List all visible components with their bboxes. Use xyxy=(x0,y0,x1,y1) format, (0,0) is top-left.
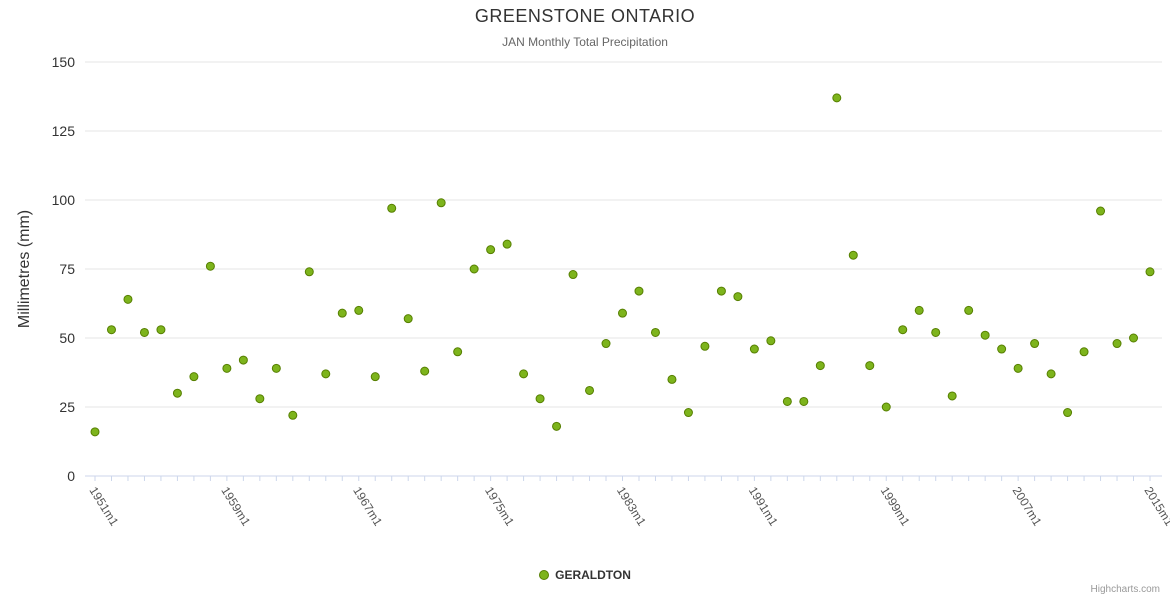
data-point[interactable] xyxy=(1145,267,1155,277)
data-point[interactable] xyxy=(585,385,595,395)
data-point[interactable] xyxy=(964,305,974,315)
data-point[interactable] xyxy=(1013,363,1023,373)
data-point[interactable] xyxy=(486,245,496,255)
data-point[interactable] xyxy=(997,344,1007,354)
data-point[interactable] xyxy=(189,372,199,382)
data-point[interactable] xyxy=(354,305,364,315)
data-point[interactable] xyxy=(337,308,347,318)
data-point[interactable] xyxy=(453,347,463,357)
data-point[interactable] xyxy=(766,336,776,346)
data-point[interactable] xyxy=(667,374,677,384)
data-point[interactable] xyxy=(403,314,413,324)
data-point[interactable] xyxy=(881,402,891,412)
data-point[interactable] xyxy=(288,410,298,420)
data-point[interactable] xyxy=(1112,339,1122,349)
data-point[interactable] xyxy=(535,394,545,404)
data-point[interactable] xyxy=(634,286,644,296)
data-point[interactable] xyxy=(106,325,116,335)
data-point[interactable] xyxy=(1030,339,1040,349)
data-point[interactable] xyxy=(222,363,232,373)
data-point[interactable] xyxy=(205,261,215,271)
legend-marker-icon xyxy=(539,570,550,580)
x-axis-label: 1959m1 xyxy=(218,484,253,528)
data-point[interactable] xyxy=(914,305,924,315)
y-axis-label: 100 xyxy=(52,192,76,208)
data-point[interactable] xyxy=(123,294,133,304)
data-point[interactable] xyxy=(601,339,611,349)
data-point[interactable] xyxy=(1079,347,1089,357)
data-point[interactable] xyxy=(304,267,314,277)
y-axis-label: 125 xyxy=(52,123,76,139)
x-axis-label: 1951m1 xyxy=(86,484,121,528)
y-axis-label: 25 xyxy=(59,399,75,415)
data-point[interactable] xyxy=(502,239,512,249)
y-axis-label: 75 xyxy=(59,261,75,277)
x-axis-label: 1975m1 xyxy=(482,484,517,528)
data-point[interactable] xyxy=(1129,333,1139,343)
x-axis-label: 1999m1 xyxy=(878,484,913,528)
data-point[interactable] xyxy=(815,361,825,371)
data-point[interactable] xyxy=(90,427,100,437)
data-point[interactable] xyxy=(618,308,627,318)
y-axis-label: 50 xyxy=(59,330,75,346)
data-point[interactable] xyxy=(898,325,908,335)
data-point[interactable] xyxy=(469,264,479,274)
data-point[interactable] xyxy=(321,369,331,379)
x-axis-label: 2015m1 xyxy=(1141,484,1170,528)
legend-label: GERALDTON xyxy=(555,568,631,582)
data-point[interactable] xyxy=(782,396,792,406)
x-axis-label: 1967m1 xyxy=(350,484,385,528)
data-point[interactable] xyxy=(436,198,446,208)
data-point[interactable] xyxy=(733,292,743,302)
data-point[interactable] xyxy=(238,355,248,365)
chart-subtitle: JAN Monthly Total Precipitation xyxy=(502,35,668,49)
chart-title: GREENSTONE ONTARIO xyxy=(474,6,696,26)
data-point[interactable] xyxy=(172,388,182,398)
data-point[interactable] xyxy=(700,341,710,351)
data-point[interactable] xyxy=(1063,408,1073,418)
data-point[interactable] xyxy=(683,408,693,418)
x-axis-label: 1983m1 xyxy=(614,484,649,528)
data-point[interactable] xyxy=(139,327,149,337)
legend-item-geraldton[interactable]: GERALDTON xyxy=(0,568,1170,582)
data-point[interactable] xyxy=(271,363,281,373)
data-point[interactable] xyxy=(832,93,842,103)
data-point[interactable] xyxy=(799,396,809,406)
data-point[interactable] xyxy=(980,330,990,340)
data-point[interactable] xyxy=(848,250,858,260)
credits-link[interactable]: Highcharts.com xyxy=(1090,584,1160,595)
data-point[interactable] xyxy=(650,327,660,337)
data-point[interactable] xyxy=(568,270,578,280)
data-point[interactable] xyxy=(1046,369,1056,379)
data-point[interactable] xyxy=(420,366,430,376)
data-point[interactable] xyxy=(552,421,562,431)
data-point[interactable] xyxy=(387,203,397,213)
data-point[interactable] xyxy=(1096,206,1106,216)
x-axis-label: 2007m1 xyxy=(1010,484,1045,528)
data-point[interactable] xyxy=(156,325,166,335)
data-point[interactable] xyxy=(931,327,941,337)
data-point[interactable] xyxy=(519,369,529,379)
x-axis-label: 1991m1 xyxy=(746,484,781,528)
data-point[interactable] xyxy=(255,394,265,404)
data-point[interactable] xyxy=(370,372,380,382)
y-axis-label: 150 xyxy=(52,54,76,70)
data-point[interactable] xyxy=(749,344,759,354)
data-point[interactable] xyxy=(947,391,957,401)
y-axis-label: 0 xyxy=(67,468,75,484)
data-point[interactable] xyxy=(865,361,875,371)
data-point[interactable] xyxy=(716,286,726,296)
